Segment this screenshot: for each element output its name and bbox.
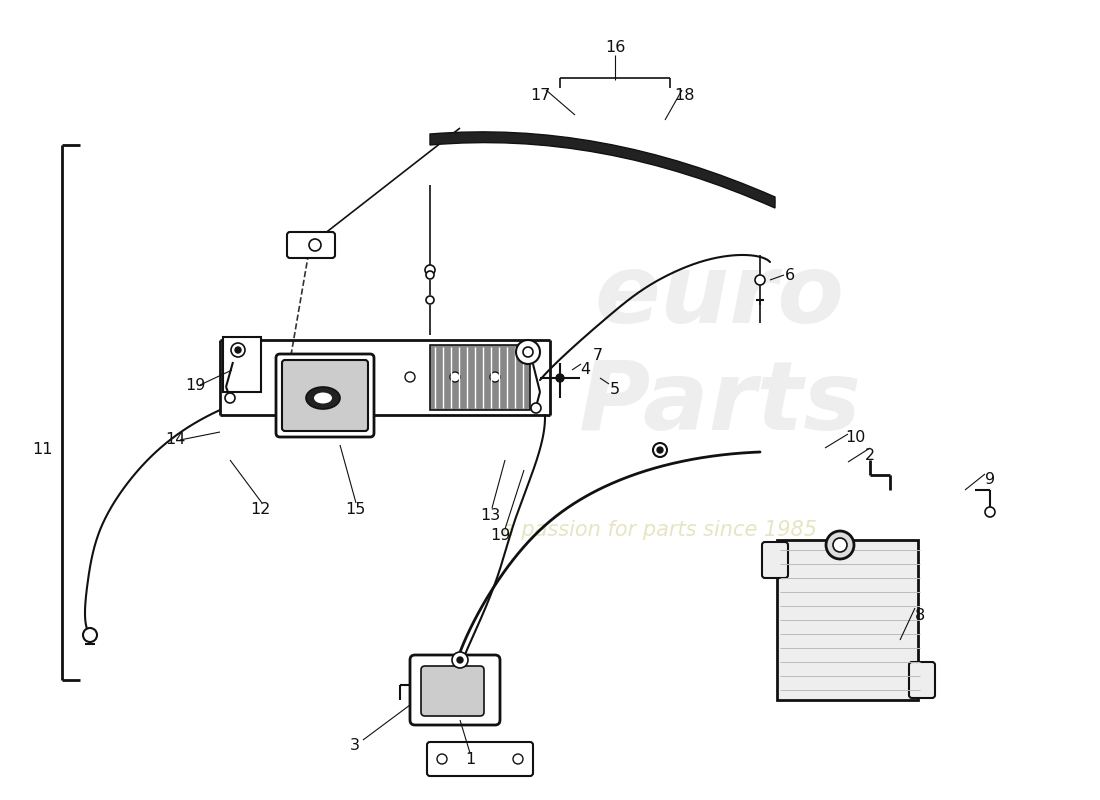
Text: 17: 17	[530, 87, 550, 102]
Text: 8: 8	[915, 607, 925, 622]
Circle shape	[653, 443, 667, 457]
Circle shape	[490, 372, 500, 382]
FancyBboxPatch shape	[421, 666, 484, 716]
Bar	[430, 345, 530, 410]
FancyBboxPatch shape	[777, 540, 918, 700]
Text: 13: 13	[480, 507, 501, 522]
Text: 14: 14	[165, 433, 185, 447]
Circle shape	[755, 275, 764, 285]
Circle shape	[309, 239, 321, 251]
Circle shape	[984, 507, 996, 517]
Text: 2: 2	[865, 447, 876, 462]
FancyBboxPatch shape	[427, 742, 534, 776]
Ellipse shape	[306, 387, 340, 409]
Text: 7: 7	[593, 347, 603, 362]
Text: 19: 19	[490, 527, 510, 542]
Circle shape	[522, 347, 534, 357]
Circle shape	[280, 372, 290, 382]
FancyBboxPatch shape	[276, 354, 374, 437]
Circle shape	[245, 372, 255, 382]
Circle shape	[231, 343, 245, 357]
FancyBboxPatch shape	[287, 232, 336, 258]
Text: 15: 15	[344, 502, 365, 518]
Circle shape	[437, 754, 447, 764]
Circle shape	[82, 628, 97, 642]
Circle shape	[450, 372, 460, 382]
Circle shape	[226, 393, 235, 403]
Circle shape	[235, 347, 241, 353]
Circle shape	[452, 652, 468, 668]
Circle shape	[405, 372, 415, 382]
Circle shape	[315, 372, 324, 382]
Circle shape	[657, 447, 663, 453]
Circle shape	[556, 374, 564, 382]
Text: 3: 3	[350, 738, 360, 753]
Text: 12: 12	[250, 502, 271, 518]
Text: 19: 19	[185, 378, 206, 393]
Text: euro
Parts: euro Parts	[579, 250, 861, 450]
Text: 11: 11	[32, 442, 53, 458]
Text: 1: 1	[465, 753, 475, 767]
Circle shape	[456, 657, 463, 663]
Circle shape	[833, 538, 847, 552]
Circle shape	[826, 531, 854, 559]
FancyBboxPatch shape	[282, 360, 369, 431]
Text: 18: 18	[674, 87, 695, 102]
Text: 6: 6	[785, 267, 795, 282]
Circle shape	[516, 340, 540, 364]
Text: 10: 10	[845, 430, 866, 446]
Circle shape	[531, 403, 541, 413]
Text: 4: 4	[580, 362, 590, 378]
Circle shape	[426, 271, 434, 279]
Text: a passion for parts since 1985: a passion for parts since 1985	[503, 520, 817, 540]
PathPatch shape	[430, 132, 776, 208]
FancyBboxPatch shape	[410, 655, 500, 725]
FancyBboxPatch shape	[909, 662, 935, 698]
Ellipse shape	[314, 393, 332, 403]
FancyBboxPatch shape	[223, 337, 261, 392]
Circle shape	[425, 265, 435, 275]
Circle shape	[426, 296, 434, 304]
Text: 5: 5	[609, 382, 620, 398]
Circle shape	[513, 754, 522, 764]
FancyBboxPatch shape	[762, 542, 788, 578]
Text: 9: 9	[984, 473, 996, 487]
Text: 16: 16	[605, 41, 625, 55]
